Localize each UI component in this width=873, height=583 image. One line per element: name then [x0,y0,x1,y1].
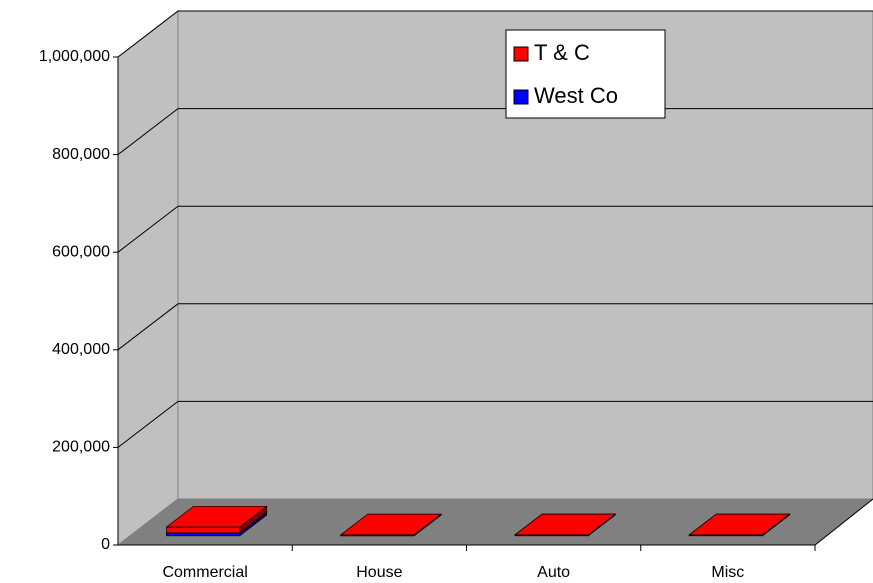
bar-top [688,513,791,536]
legend-label: T & C [534,40,590,65]
legend-box [505,29,666,119]
legend: T & C West Co [505,29,666,119]
x-tick-label: Commercial [162,564,247,581]
x-tick-label: Misc [711,564,744,581]
bar [514,513,617,536]
bar-front [166,526,241,534]
bar [165,505,268,534]
legend-label: West Co [534,83,618,108]
legend-swatch [513,89,529,105]
bar-top [339,513,442,536]
y-tick-label: 0 [101,536,110,553]
y-tick-label: 400,000 [52,341,110,358]
bar [688,513,791,536]
grid-line [117,205,873,253]
grid-line [117,10,873,58]
y-tick-label: 1,000,000 [39,48,110,65]
bar-top [514,513,617,536]
y-tick-label: 600,000 [52,243,110,260]
x-tick-label: House [356,564,402,581]
x-tick-label: Auto [537,564,570,581]
bar-top [165,505,268,528]
y-tick-label: 800,000 [52,146,110,163]
legend-swatch [513,46,529,62]
grid-line [117,400,873,448]
grid-line [117,303,873,351]
bar [339,513,442,537]
bar-front [166,532,241,537]
floor-edge [814,498,873,546]
side-wall [117,9,179,547]
y-tick-label: 200,000 [52,439,110,456]
